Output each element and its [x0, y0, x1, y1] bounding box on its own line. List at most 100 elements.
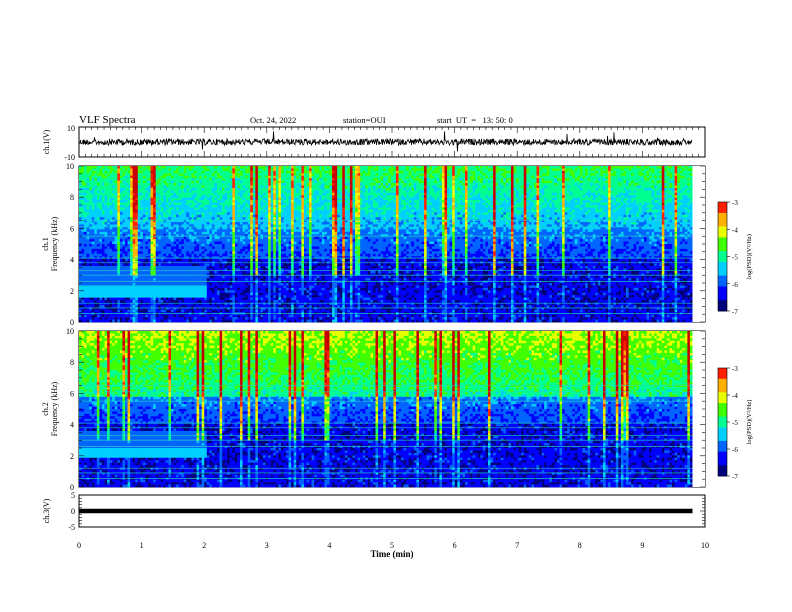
spectrogram-cell	[82, 229, 85, 232]
spectrogram-cell	[243, 310, 246, 313]
spectrogram-cell	[171, 317, 174, 320]
spectrogram-cell	[202, 198, 205, 201]
spectrogram-cell	[232, 210, 235, 213]
spectrogram-cell	[158, 229, 161, 232]
spectrogram-cell	[202, 212, 205, 215]
spectrogram-cell	[212, 239, 215, 242]
spectrogram-cell	[110, 283, 113, 286]
spectrogram-cell	[235, 264, 238, 267]
spectrogram-cell	[207, 246, 210, 249]
spectrogram-cell	[145, 244, 148, 247]
spectrogram-cell	[240, 310, 243, 313]
spectrogram-cell	[166, 283, 169, 286]
spectrogram-cell	[112, 195, 115, 198]
spectrogram-cell	[158, 254, 161, 257]
spectrogram-cell	[202, 259, 205, 262]
spectrogram-cell	[217, 168, 220, 171]
spectrogram-cell	[99, 222, 102, 225]
spectrogram-cell	[97, 315, 100, 318]
spectrogram-cell	[174, 205, 177, 208]
spectrogram-cell	[122, 176, 125, 179]
spectrogram-cell	[202, 188, 205, 191]
spectrogram-cell	[153, 193, 156, 196]
spectrogram-cell	[153, 276, 156, 279]
spectrogram-cell	[230, 227, 233, 230]
spectrogram-cell	[217, 288, 220, 291]
spectrogram-cell	[99, 298, 102, 301]
spectrogram-cell	[212, 217, 215, 220]
spectrogram-cell	[138, 271, 141, 274]
spectrogram-cell	[191, 281, 194, 284]
spectrogram-cell	[89, 173, 92, 176]
spectrogram-cell	[79, 183, 82, 186]
spectrogram-cell	[130, 232, 133, 235]
spectrogram-cell	[179, 195, 182, 198]
spectrogram-cell	[112, 205, 115, 208]
spectrogram-cell	[153, 190, 156, 193]
spectrogram-cell	[112, 295, 115, 298]
spectrogram-cell	[174, 188, 177, 191]
spectrogram-cell	[122, 320, 125, 323]
spectrogram-cell	[225, 195, 228, 198]
spectrogram-cell	[171, 300, 174, 303]
spectrogram-cell	[140, 290, 143, 293]
spectrogram-cell	[156, 295, 159, 298]
spectrogram-cell	[130, 215, 133, 218]
spectrogram-cell	[243, 305, 246, 308]
spectrogram-cell	[128, 203, 131, 206]
spectrogram-cell	[110, 239, 113, 242]
spectrogram-cell	[117, 237, 120, 240]
spectrogram-cell	[209, 293, 212, 296]
spectrogram-cell	[171, 200, 174, 203]
spectrogram-cell	[194, 193, 197, 196]
spectrogram-cell	[191, 320, 194, 323]
spectrogram-cell	[122, 283, 125, 286]
spectrogram-cell	[227, 254, 230, 257]
spectrogram-cell	[163, 195, 166, 198]
spectrogram-cell	[128, 310, 131, 313]
spectrogram-cell	[120, 239, 123, 242]
spectrogram-cell	[158, 317, 161, 320]
spectrogram-cell	[199, 198, 202, 201]
spectrogram-cell	[92, 203, 95, 206]
spectrogram-cell	[105, 198, 108, 201]
spectrogram-cell	[202, 244, 205, 247]
spectrogram-cell	[184, 239, 187, 242]
spectrogram-cell	[117, 271, 120, 274]
spectrogram-cell	[230, 239, 233, 242]
spectrogram-cell	[125, 195, 128, 198]
spectrogram-cell	[184, 237, 187, 240]
spectrogram-cell	[186, 215, 189, 218]
spectrogram-cell	[145, 242, 148, 245]
spectrogram-cell	[199, 244, 202, 247]
spectrogram-cell	[120, 183, 123, 186]
spectrogram-cell	[235, 244, 238, 247]
spectrogram-cell	[202, 203, 205, 206]
spectrogram-cell	[156, 176, 159, 179]
spectrogram-cell	[105, 217, 108, 220]
spectrogram-cell	[125, 317, 128, 320]
spectrogram-cell	[161, 300, 164, 303]
spectrogram-cell	[184, 244, 187, 247]
spectrogram-cell	[112, 217, 115, 220]
spectrogram-cell	[202, 190, 205, 193]
spectrogram-cell	[163, 212, 166, 215]
spectrogram-cell	[179, 166, 182, 169]
spectrogram-cell	[212, 271, 215, 274]
spectrogram-cell	[151, 281, 154, 284]
spectrogram-cell	[191, 212, 194, 215]
spectrogram-cell	[220, 266, 223, 269]
spectrogram-cell	[140, 188, 143, 191]
spectrogram-cell	[168, 178, 171, 181]
spectrogram-cell	[148, 227, 151, 230]
spectrogram-cell	[204, 203, 207, 206]
spectrogram-cell	[145, 212, 148, 215]
spectrogram-cell	[214, 281, 217, 284]
spectrogram-cell	[237, 229, 240, 232]
spectrogram-cell	[181, 264, 184, 267]
spectrogram-cell	[161, 237, 164, 240]
spectrogram-cell	[197, 300, 200, 303]
spectrogram-cell	[217, 183, 220, 186]
spectrogram-cell	[235, 256, 238, 259]
spectrogram-cell	[122, 244, 125, 247]
